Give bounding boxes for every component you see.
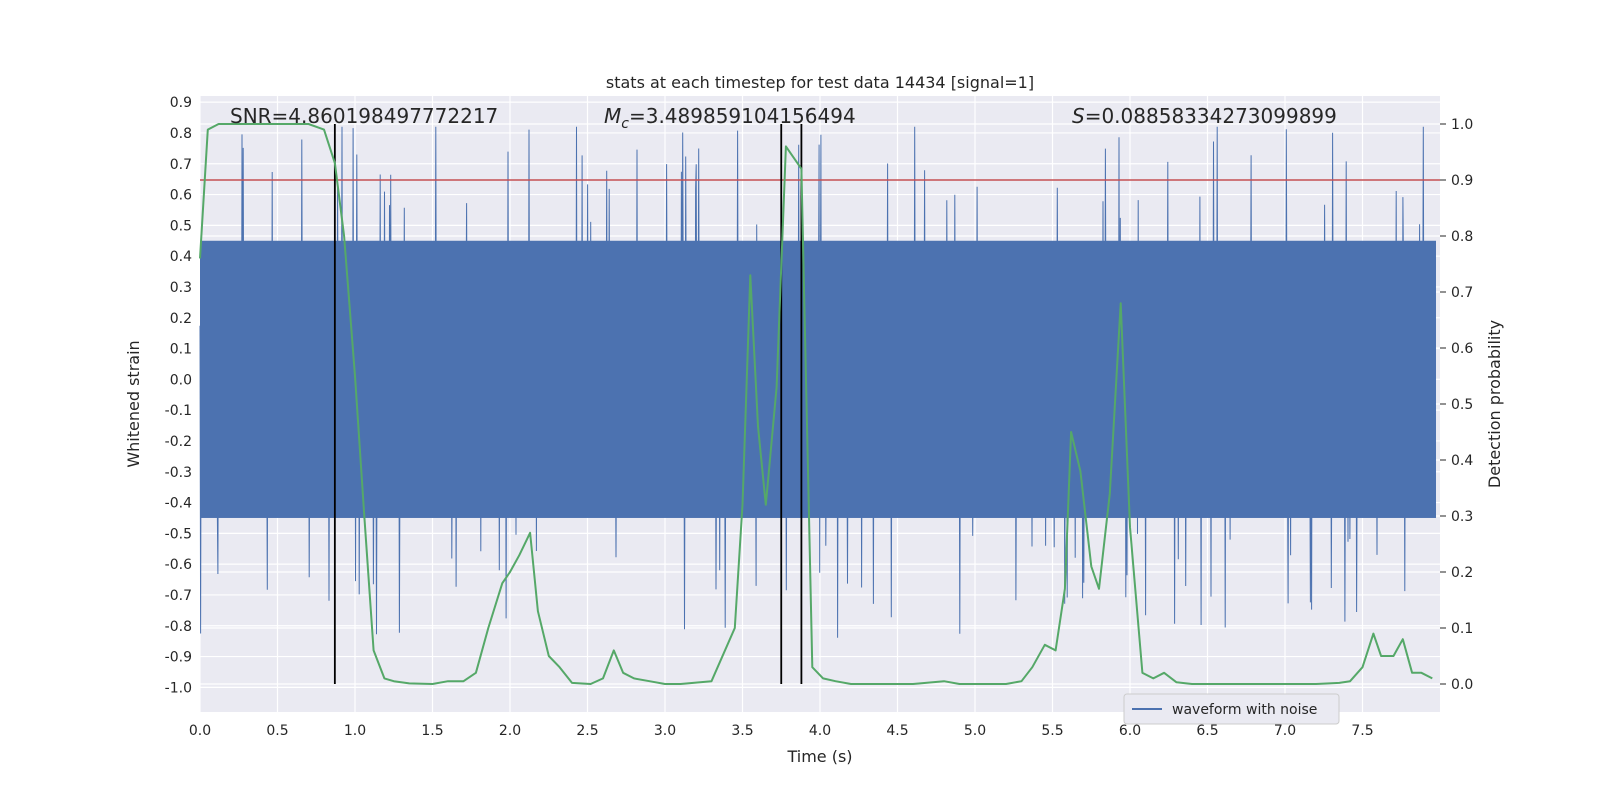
left-y-tick-label: 0.6	[170, 188, 192, 204]
left-y-tick-label: 0.9	[170, 95, 192, 111]
x-tick-label: 0.0	[189, 723, 211, 739]
left-y-tick-label: -1.0	[165, 680, 192, 696]
right-y-tick-label: 0.5	[1451, 397, 1473, 413]
left-y-tick-label: -0.4	[165, 496, 192, 512]
right-y-tick-label: 0.2	[1451, 565, 1473, 581]
left-y-axis-label: Whitened strain	[124, 340, 143, 467]
left-y-tick-label: -0.3	[165, 465, 192, 481]
left-y-tick-label: 0.4	[170, 249, 192, 265]
left-y-tick-label: 0.2	[170, 311, 192, 327]
right-y-tick-label: 0.6	[1451, 341, 1473, 357]
left-y-tick-label: 0.7	[170, 157, 192, 173]
mc-value: =3.489859104156494	[629, 104, 856, 128]
x-tick-label: 4.0	[809, 723, 831, 739]
left-y-tick-label: 0.1	[170, 342, 192, 358]
x-tick-label: 4.5	[886, 723, 908, 739]
legend: waveform with noise	[1123, 693, 1340, 725]
chirp-mass-annotation: Mc=3.489859104156494	[604, 104, 856, 132]
right-y-tick-label: 0.8	[1451, 229, 1473, 245]
waveform-core-band	[200, 240, 1436, 518]
snr-annotation: SNR=4.860198497772217	[230, 104, 498, 128]
left-y-tick-label: 0.8	[170, 126, 192, 142]
mc-subscript: c	[621, 116, 629, 132]
s-annotation: S=0.08858334273099899	[1072, 104, 1337, 128]
right-y-tick-label: 0.4	[1451, 453, 1473, 469]
s-value: =0.08858334273099899	[1085, 104, 1337, 128]
legend-box	[1123, 693, 1340, 725]
x-tick-label: 1.5	[421, 723, 443, 739]
x-tick-label: 3.5	[731, 723, 753, 739]
left-y-tick-label: 0.0	[170, 372, 192, 388]
left-y-tick-label: -0.7	[165, 588, 192, 604]
x-tick-label: 7.5	[1351, 723, 1373, 739]
left-y-tick-label: 0.3	[170, 280, 192, 296]
left-y-tick-label: -0.2	[165, 434, 192, 450]
x-tick-label: 6.0	[1119, 723, 1141, 739]
waveform-with-noise-series	[199, 126, 1436, 638]
right-y-tick-label: 0.1	[1451, 621, 1473, 637]
s-symbol: S	[1072, 104, 1085, 128]
left-y-tick-label: -0.1	[165, 403, 192, 419]
x-tick-label: 3.0	[654, 723, 676, 739]
probability-line	[199, 123, 1433, 685]
x-tick-label: 1.0	[344, 723, 366, 739]
x-axis-ticks: 0.0 0.5 1.0 1.5 2.0 2.5 3.0 3.5 4.0 4.5 5.0 5.5 6.0 6…	[189, 723, 1374, 739]
right-y-tick-label: 0.9	[1451, 173, 1473, 189]
x-tick-label: 7.0	[1274, 723, 1296, 739]
detection-probability-series	[199, 123, 1433, 685]
right-y-tick-label: 0.7	[1451, 285, 1473, 301]
right-y-tick-label: 1.0	[1451, 117, 1473, 133]
x-tick-label: 2.5	[576, 723, 598, 739]
left-y-tick-label: -0.8	[165, 619, 192, 635]
legend-label: waveform with noise	[1172, 702, 1317, 718]
mc-symbol: M	[604, 104, 621, 128]
left-y-tick-label: 0.5	[170, 218, 192, 234]
right-y-tick-label: 0.3	[1451, 509, 1473, 525]
x-tick-label: 6.5	[1196, 723, 1218, 739]
x-tick-label: 2.0	[499, 723, 521, 739]
right-y-axis-label: Detection probability	[1485, 320, 1504, 488]
vertical-markers	[333, 124, 803, 684]
x-tick-label: 5.5	[1041, 723, 1063, 739]
right-y-axis-ticks: 1.0 0.9 0.8 0.7 0.6 0.5 0.4 0.3 0.2 0.1 0.0	[1440, 117, 1473, 693]
left-y-axis-ticks: 0.9 0.8 0.7 0.6 0.5 0.4 0.3 0.2 0.1 0.0 -0.1 -0.2 -0…	[165, 95, 192, 696]
left-y-tick-label: -0.6	[165, 557, 192, 573]
left-y-tick-label: -0.9	[165, 650, 192, 666]
right-y-tick-label: 0.0	[1451, 677, 1473, 693]
x-tick-label: 5.0	[964, 723, 986, 739]
x-axis-label: Time (s)	[786, 747, 852, 766]
x-tick-label: 0.5	[266, 723, 288, 739]
left-y-tick-label: -0.5	[165, 526, 192, 542]
chart-title: stats at each timestep for test data 144…	[606, 73, 1034, 92]
